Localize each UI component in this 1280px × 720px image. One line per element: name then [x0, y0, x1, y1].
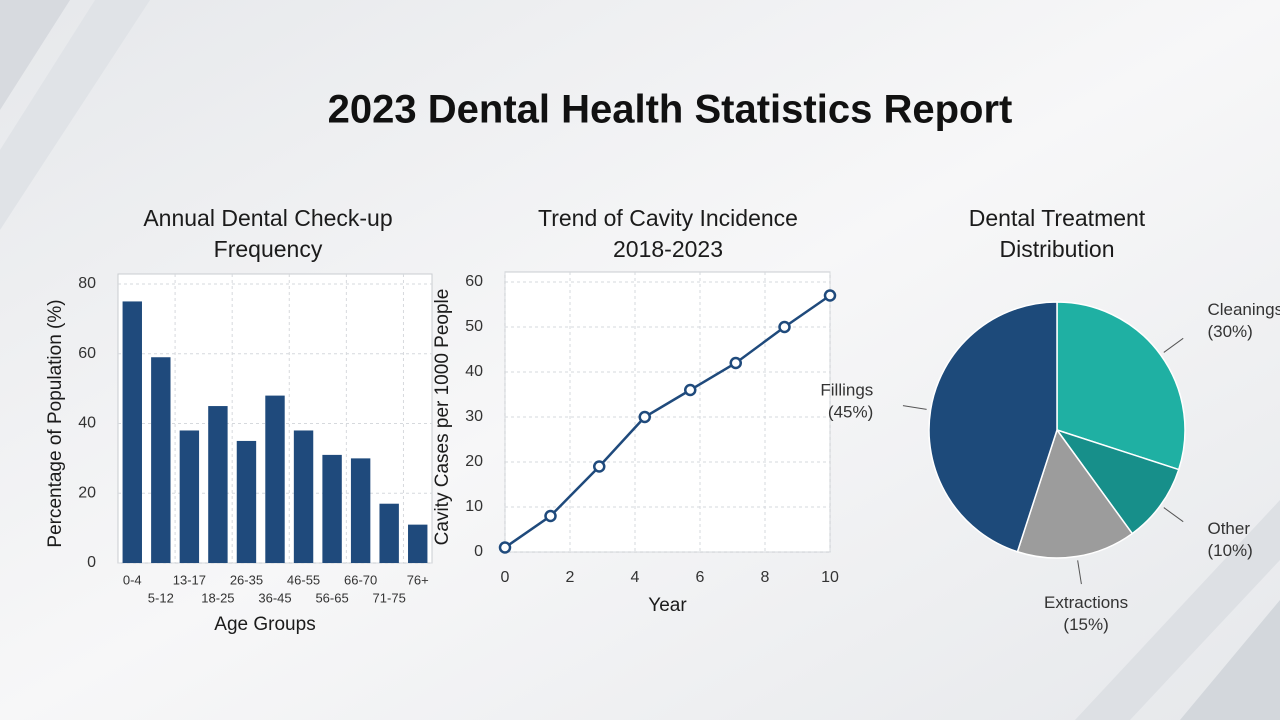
x-tick-label: 13-17 [173, 572, 206, 587]
pie-slice [1055, 428, 1180, 535]
y-axis-label: Cavity Cases per 1000 People [432, 289, 453, 546]
decor-stripe [0, 0, 70, 110]
bar [208, 406, 228, 563]
pie-slice [1056, 301, 1186, 471]
pie-label: Extractions [1044, 593, 1128, 612]
x-tick-label: 46-55 [287, 572, 320, 587]
line-point [544, 509, 557, 523]
x-axis-label: Age Groups [214, 614, 315, 635]
x-tick-label: 26-35 [230, 572, 263, 587]
y-tick-label: 80 [78, 275, 96, 292]
bar [265, 395, 285, 563]
pie-value-label: (10%) [1207, 541, 1252, 560]
bar [379, 503, 399, 563]
pie-slice [928, 301, 1058, 553]
x-tick-label: 56-65 [315, 590, 348, 605]
decor-stripe [1075, 500, 1280, 720]
chart-title: Annual Dental Check-up [143, 205, 392, 231]
line-point [778, 320, 791, 334]
x-tick-label: 6 [696, 569, 705, 586]
x-tick-label: 4 [631, 569, 640, 586]
bar [408, 524, 428, 563]
chart-title: Distribution [999, 236, 1114, 262]
line-point [823, 289, 837, 302]
x-tick-label: 10 [821, 569, 839, 586]
y-tick-label: 60 [78, 345, 96, 362]
line-series [504, 294, 831, 549]
bar [179, 430, 200, 563]
pie-label: Cleanings [1207, 300, 1280, 319]
x-tick-label: 71-75 [373, 590, 406, 605]
pie-value-label: (45%) [828, 402, 873, 421]
pie-label: Other [1207, 519, 1250, 538]
chart-title: Frequency [214, 236, 323, 262]
bar [350, 458, 371, 563]
pie-leader [1077, 560, 1082, 585]
line-point [593, 460, 606, 473]
y-tick-label: 50 [465, 318, 483, 335]
page-title: 2023 Dental Health Statistics Report [328, 88, 1013, 132]
y-tick-label: 20 [465, 453, 483, 470]
plot-area [504, 271, 831, 553]
x-tick-label: 36-45 [258, 590, 291, 605]
pie-value-label: (15%) [1063, 615, 1108, 634]
y-tick-label: 10 [465, 498, 483, 515]
decor-stripe [0, 0, 150, 230]
y-tick-label: 0 [474, 543, 483, 560]
pie-leader [1163, 507, 1184, 523]
chart-title: Dental Treatment [969, 205, 1146, 231]
pie-value-label: (30%) [1207, 322, 1252, 341]
bar [151, 357, 171, 563]
y-tick-label: 60 [465, 273, 483, 290]
x-tick-label: 18-25 [201, 590, 234, 605]
pie-label: Fillings [820, 380, 873, 399]
x-tick-label: 76+ [407, 572, 429, 587]
line-point [498, 541, 512, 554]
decor-stripe [1180, 600, 1280, 720]
x-axis-label: Year [648, 595, 687, 616]
bar [236, 440, 257, 563]
line-point [638, 410, 651, 424]
bar [322, 454, 342, 563]
y-tick-label: 30 [465, 408, 483, 425]
x-tick-label: 0-4 [123, 572, 142, 587]
bar [293, 430, 314, 563]
chart-title: Trend of Cavity Incidence [538, 205, 798, 231]
pie-leader [902, 405, 927, 410]
x-tick-label: 8 [761, 569, 770, 586]
x-tick-label: 5-12 [148, 590, 174, 605]
line-point [684, 383, 697, 397]
y-tick-label: 40 [78, 415, 96, 432]
x-tick-label: 0 [501, 569, 510, 586]
charts: Annual Dental Check-upFrequency020406080… [45, 205, 1280, 635]
x-tick-label: 2 [566, 569, 575, 586]
line-point [729, 356, 742, 370]
y-tick-label: 0 [87, 554, 96, 571]
chart-title: 2018-2023 [613, 236, 723, 262]
bar [122, 301, 142, 563]
pie-slice [1016, 428, 1134, 559]
pie-leader [1163, 337, 1184, 353]
y-tick-label: 40 [465, 363, 483, 380]
y-axis-label: Percentage of Population (%) [45, 299, 66, 547]
y-tick-label: 20 [78, 484, 96, 501]
x-tick-label: 66-70 [344, 572, 377, 587]
